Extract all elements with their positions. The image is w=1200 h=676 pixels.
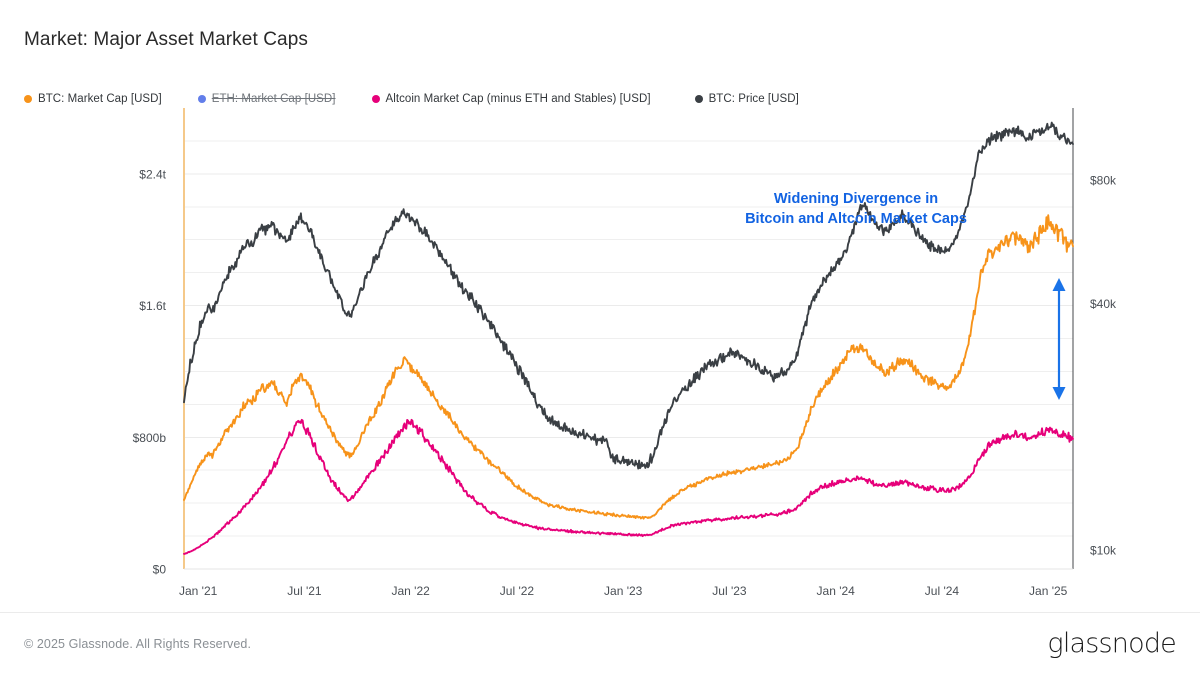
x-axis-tick-label: Jul '23 bbox=[712, 584, 747, 598]
annotation-line-2: Bitcoin and Altcoin Market Caps bbox=[745, 211, 967, 227]
legend-item-1[interactable]: ETH: Market Cap [USD] bbox=[197, 93, 336, 105]
right-axis-tick-label: $40k bbox=[1090, 297, 1117, 311]
x-axis-tick-label: Jan '21 bbox=[179, 584, 218, 598]
series-line-0 bbox=[183, 214, 1074, 520]
copyright-text: © 2025 Glassnode. All Rights Reserved. bbox=[24, 637, 252, 651]
glassnode-logo: glassnode bbox=[1047, 628, 1176, 659]
left-axis-tick-label: $2.4t bbox=[139, 167, 166, 181]
x-axis-tick-label: Jul '22 bbox=[500, 584, 535, 598]
legend-color-dot-icon bbox=[197, 95, 206, 103]
legend-item-label: BTC: Price [USD] bbox=[708, 93, 799, 105]
right-axis-tick-label: $80k bbox=[1090, 174, 1117, 188]
legend-color-dot-icon bbox=[694, 95, 703, 103]
chart-legend: BTC: Market Cap [USD] ETH: Market Cap [US… bbox=[24, 90, 799, 108]
x-axis-tick-label: Jan '24 bbox=[817, 584, 856, 598]
x-axis-tick-label: Jan '25 bbox=[1029, 584, 1068, 598]
divergence-arrow-icon bbox=[1052, 278, 1066, 400]
legend-item-0[interactable]: BTC: Market Cap [USD] bbox=[24, 93, 162, 105]
x-axis-tick-label: Jan '22 bbox=[392, 584, 431, 598]
legend-item-3[interactable]: BTC: Price [USD] bbox=[694, 93, 799, 105]
left-axis-tick-label: $0 bbox=[153, 563, 167, 577]
x-axis-tick-label: Jul '24 bbox=[925, 584, 960, 598]
x-axis-tick-label: Jul '21 bbox=[287, 584, 322, 598]
legend-color-dot-icon bbox=[371, 95, 380, 103]
chart-plot-area: $0 $800b $1.6t $2.4t $10k $40k $80k Jan '21 Jul … bbox=[0, 100, 1200, 620]
legend-item-label: Altcoin Market Cap (minus ETH and Stable… bbox=[385, 93, 651, 105]
left-axis-tick-label: $1.6t bbox=[139, 299, 166, 313]
annotation-line-1: Widening Divergence in bbox=[774, 191, 938, 207]
legend-item-label: BTC: Market Cap [USD] bbox=[38, 93, 162, 105]
legend-item-2[interactable]: Altcoin Market Cap (minus ETH and Stable… bbox=[371, 93, 651, 105]
x-axis-tick-label: Jan '23 bbox=[604, 584, 643, 598]
footer-divider bbox=[0, 612, 1200, 613]
series-line-1 bbox=[183, 418, 1074, 555]
legend-item-label: ETH: Market Cap [USD] bbox=[211, 93, 336, 105]
page-title: Market: Major Asset Market Caps bbox=[24, 29, 308, 50]
market-cap-line-chart: $0 $800b $1.6t $2.4t $10k $40k $80k Jan '21 Jul … bbox=[133, 108, 1117, 598]
right-axis-tick-label: $10k bbox=[1090, 544, 1117, 558]
left-axis-tick-label: $800b bbox=[133, 431, 167, 445]
legend-color-dot-icon bbox=[24, 95, 32, 103]
series-line-2 bbox=[183, 121, 1074, 470]
